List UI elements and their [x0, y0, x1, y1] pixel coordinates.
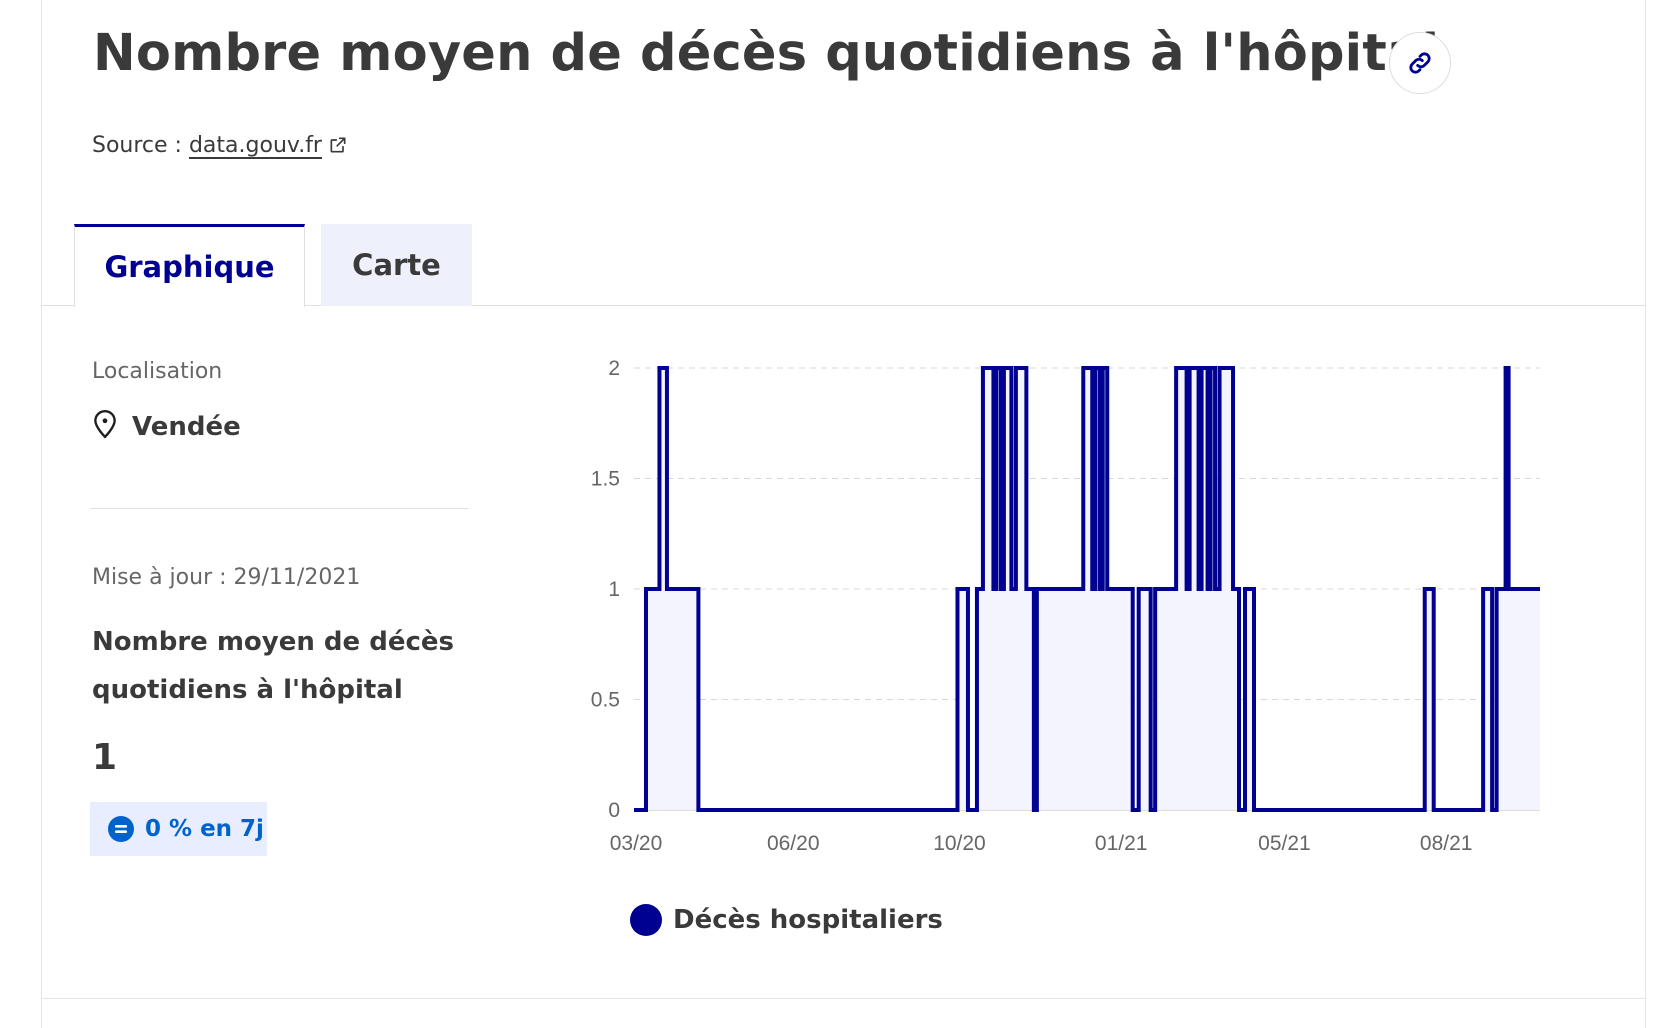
map-pin-icon: [94, 409, 116, 439]
link-icon: [1409, 52, 1431, 74]
deaths-step-chart: 0 0.5 1 1.5 2 03/20 06/20 10/20 01/21 05/21 08/21: [591, 357, 1540, 855]
y-tick-label-3: 1.5: [591, 468, 620, 491]
x-tick-label-3: 01/21: [1095, 832, 1148, 855]
y-tick-label-2: 1: [608, 578, 620, 601]
location-selector[interactable]: Vendée: [92, 409, 241, 442]
y-tick-label-4: 2: [608, 357, 620, 380]
series-area: [634, 368, 1540, 810]
page-title: Nombre moyen de décès quotidiens à l'hôp…: [93, 24, 1440, 83]
tab-carte[interactable]: Carte: [321, 224, 472, 306]
update-date: Mise à jour : 29/11/2021: [92, 565, 361, 590]
source-link-text: data.gouv.fr: [188, 133, 322, 158]
metric-value: 1: [92, 737, 118, 778]
sidebar-divider: [90, 508, 468, 509]
trend-badge: 0 % en 7j: [90, 802, 267, 856]
trend-badge-text: 0 % en 7j: [145, 816, 264, 842]
source-line: Source : data.gouv.fr: [92, 133, 348, 158]
x-tick-label-4: 05/21: [1258, 832, 1311, 855]
legend-swatch: [630, 904, 662, 936]
metric-title: Nombre moyen de décès quotidiens à l'hôp…: [92, 627, 454, 705]
copy-link-button[interactable]: [1389, 32, 1451, 94]
tab-graphique[interactable]: Graphique: [74, 224, 305, 307]
source-link[interactable]: data.gouv.fr: [189, 133, 348, 158]
x-tick-label-2: 10/20: [933, 832, 986, 855]
source-label: Source :: [92, 133, 182, 158]
y-tick-label-0: 0: [608, 799, 620, 822]
chart-legend: Décès hospitaliers: [630, 904, 943, 936]
external-link-icon: [330, 137, 346, 153]
indicator-card: [41, 0, 1646, 1028]
equal-icon: [108, 816, 134, 842]
series-line: [634, 366, 1540, 812]
x-tick-label-1: 06/20: [767, 832, 820, 855]
tabs-divider: [41, 305, 1646, 306]
card-bottom-border: [41, 998, 1646, 999]
y-tick-label-1: 0.5: [591, 689, 620, 712]
location-label: Localisation: [92, 359, 223, 384]
x-tick-label-5: 08/21: [1420, 832, 1473, 855]
legend-label: Décès hospitaliers: [673, 905, 943, 935]
location-value: Vendée: [132, 412, 241, 442]
x-tick-label-0: 03/20: [610, 832, 663, 855]
